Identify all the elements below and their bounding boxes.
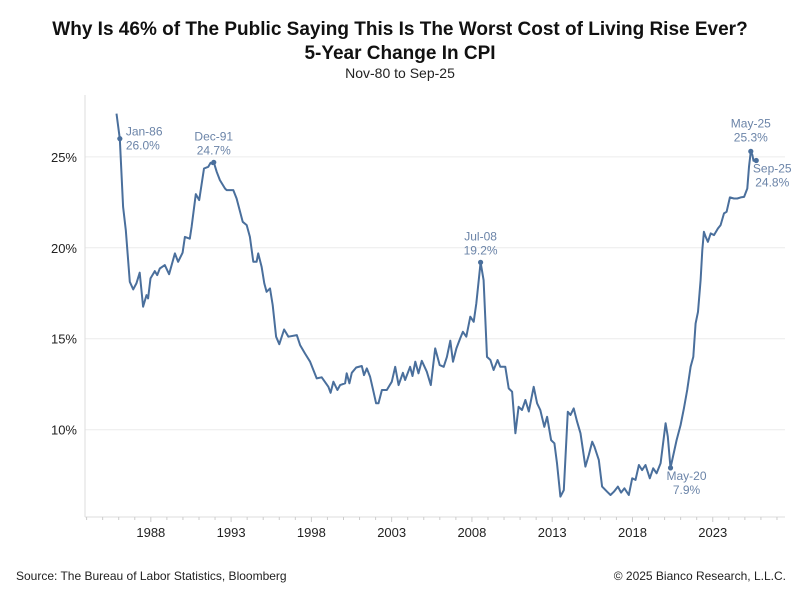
annotation-value: 26.0% (126, 139, 160, 153)
x-tick-label: 1993 (217, 525, 246, 540)
chart-subtitle: Nov-80 to Sep-25 (345, 65, 455, 81)
y-tick-label: 15% (51, 332, 77, 347)
x-tick-label: 1998 (297, 525, 326, 540)
annotation-marker (753, 157, 759, 164)
cpi-5yr-change-line (115, 113, 757, 498)
x-tick-label: 2008 (457, 525, 486, 540)
x-tick-label: 2013 (538, 525, 567, 540)
copyright-note: © 2025 Bianco Research, L.L.C. (613, 569, 786, 583)
annotation-date: May-25 (731, 116, 771, 130)
chart-title-line2: 5-Year Change In CPI (304, 43, 496, 64)
annotation-value: 24.8% (755, 175, 789, 189)
x-tick-label: 2018 (618, 525, 647, 540)
y-tick-label: 10% (51, 423, 77, 438)
x-tick-label: 1988 (136, 525, 165, 540)
y-tick-label: 25% (51, 150, 77, 165)
x-tick-label: 2003 (377, 525, 406, 540)
annotation-date: Jul-08 (464, 229, 497, 243)
annotation-value: 7.9% (673, 483, 701, 497)
x-tick-label: 2023 (698, 525, 727, 540)
annotation-value: 19.2% (464, 243, 498, 257)
annotation-value: 25.3% (734, 130, 768, 144)
annotation-date: May-20 (667, 469, 707, 483)
annotation-marker (477, 259, 484, 265)
source-note: Source: The Bureau of Labor Statistics, … (16, 569, 287, 583)
annotation-marker (117, 136, 123, 142)
annotation-date: Dec-91 (194, 129, 233, 143)
annotation-marker (667, 465, 674, 471)
annotation-marker (211, 159, 217, 165)
annotation-value: 24.7% (197, 143, 231, 157)
chart-title: Why Is 46% of The Public Saying This Is … (52, 19, 748, 40)
annotation-date: Sep-25 (753, 161, 792, 175)
annotation-date: Jan-86 (126, 125, 163, 139)
y-tick-label: 20% (51, 241, 77, 256)
annotation-marker (748, 148, 754, 154)
